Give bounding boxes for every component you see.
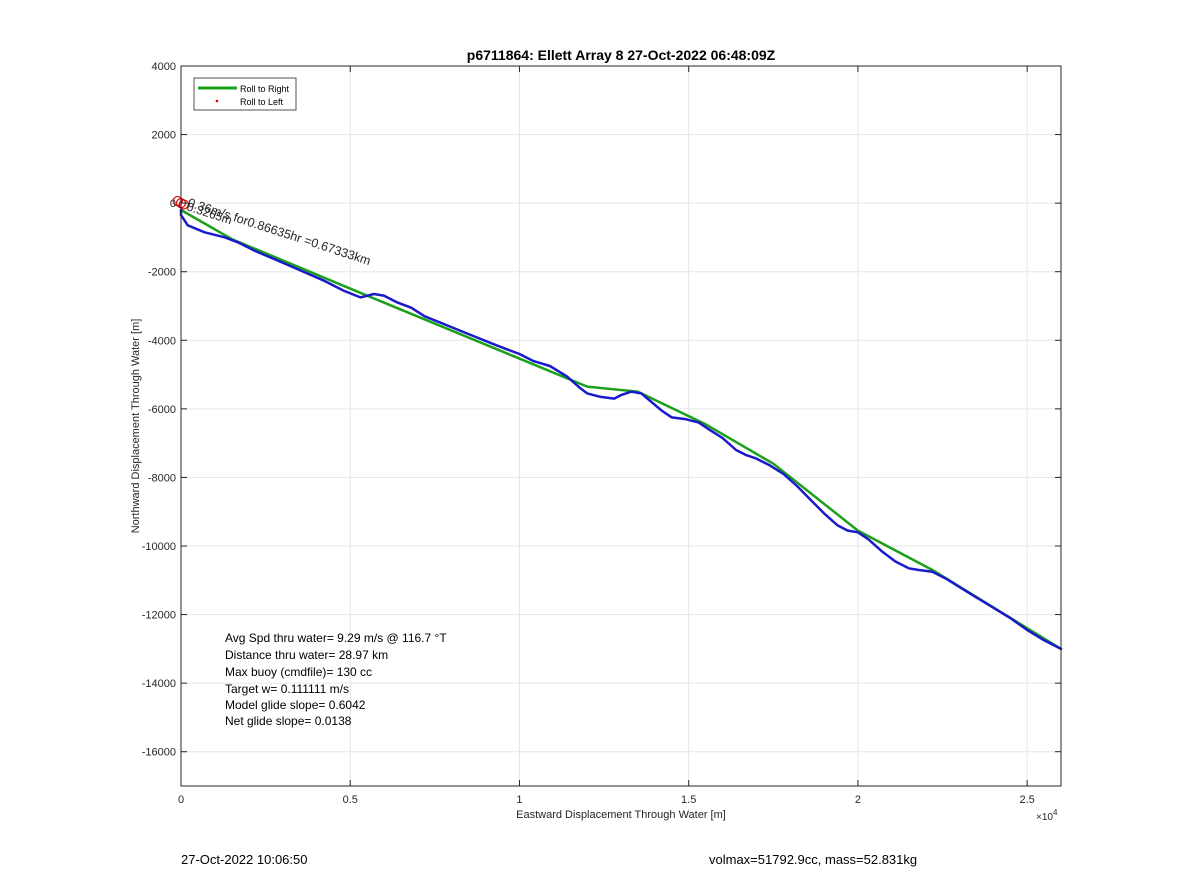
x-exponent-power: 4	[1053, 808, 1058, 817]
legend-swatch-roll-left	[215, 99, 219, 103]
series-line-1	[179, 208, 1063, 651]
footer-vol-mass: volmax=51792.9cc, mass=52.831kg	[709, 852, 918, 867]
x-exponent: ×104	[1036, 808, 1058, 823]
x-axis: 0 0.5 1 1.5 2 2.5	[178, 66, 1035, 806]
annotation-target-w: Target w= 0.111111 m/s	[225, 682, 349, 696]
roll-left-marker	[178, 199, 189, 210]
y-axis: 4000 2000 0 -2000 -4000 -6000 -8000 -10000 -1200…	[142, 61, 1061, 759]
footer-timestamp: 27-Oct-2022 10:06:50	[181, 852, 308, 867]
legend: Roll to Right Roll to Left	[193, 77, 297, 111]
y-tick-label: 4000	[152, 61, 176, 73]
legend-box	[193, 77, 297, 111]
y-tick-label: -2000	[148, 267, 176, 279]
plot-area	[181, 66, 1061, 786]
y-tick-label: -16000	[142, 747, 176, 759]
y-tick-label: -4000	[148, 335, 176, 347]
y-tick-label: 2000	[152, 130, 176, 142]
annotation-net-glide: Net glide slope= 0.0138	[225, 714, 352, 728]
legend-label-roll-right: Roll to Right	[240, 84, 290, 94]
annotation-model-glide: Model glide slope= 0.6042	[225, 698, 366, 712]
y-tick-label: -14000	[142, 678, 176, 690]
y-tick-label: -8000	[148, 472, 176, 484]
y-tick-label: -12000	[142, 610, 176, 622]
x-axis-label: Eastward Displacement Through Water [m]	[516, 809, 726, 821]
legend-label-roll-left: Roll to Left	[240, 97, 284, 107]
x-tick-label: 0	[178, 794, 184, 806]
series-line-0	[179, 208, 1063, 651]
y-tick-label: 0	[170, 198, 176, 210]
x-exponent-base: ×10	[1036, 812, 1053, 823]
roll-left-marker	[172, 195, 183, 207]
annotation-avg-speed: Avg Spd thru water= 9.29 m/s @ 116.7 °T	[225, 631, 447, 645]
annotation-max-buoy: Max buoy (cmdfile)= 130 cc	[225, 665, 372, 679]
annotation-distance: Distance thru water= 28.97 km	[225, 648, 388, 662]
grid	[180, 65, 1061, 786]
y-tick-label: -6000	[148, 404, 176, 416]
x-tick-label: 0.5	[343, 794, 358, 806]
y-tick-label: -10000	[142, 541, 176, 553]
stats-annotations: Avg Spd thru water= 9.29 m/s @ 116.7 °T …	[225, 631, 447, 728]
y-axis-label: Northward Displacement Through Water [m]	[130, 319, 142, 534]
x-tick-label: 1	[516, 794, 522, 806]
x-tick-label: 1.5	[681, 794, 696, 806]
plot-frame	[180, 65, 1062, 787]
chart-title: p6711864: Ellett Array 8 27-Oct-2022 06:…	[467, 47, 776, 63]
x-tick-label: 2	[855, 794, 861, 806]
x-tick-label: 2.5	[1020, 794, 1035, 806]
